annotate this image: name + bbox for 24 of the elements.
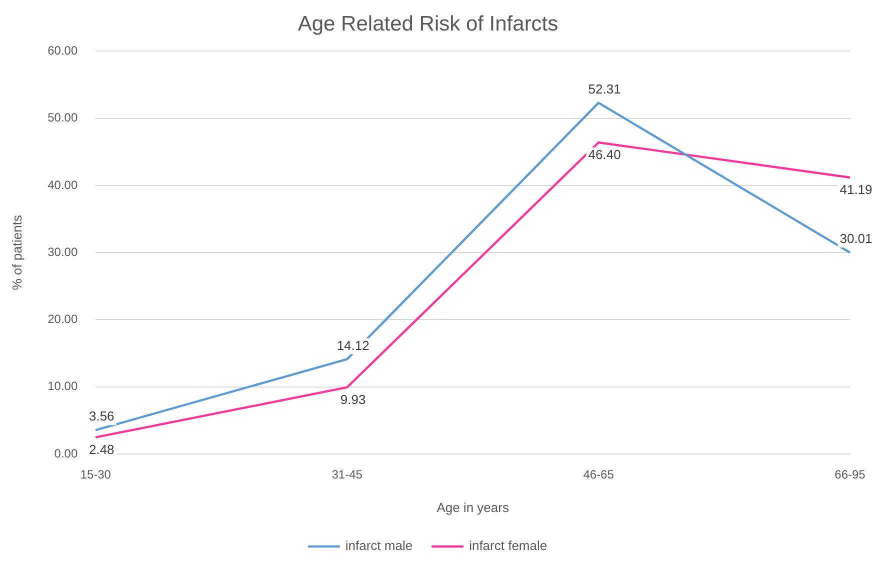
data-label: 3.56: [88, 408, 114, 424]
x-tick-label: 46-65: [583, 468, 614, 482]
y-tick-label: 40.00: [48, 178, 78, 192]
legend-label: infarct female: [469, 538, 548, 554]
data-label: 46.40: [588, 147, 621, 162]
x-axis-title: Age in years: [436, 500, 510, 515]
data-label: 2.48: [88, 442, 114, 457]
y-tick-label: 0.00: [54, 446, 78, 460]
data-label: 14.12: [336, 338, 370, 353]
y-tick-label: 30.00: [48, 244, 78, 259]
y-tick-label: 20.00: [48, 312, 78, 326]
y-tick-label: 10.00: [48, 379, 78, 394]
y-tick-label: 60.00: [48, 44, 78, 58]
data-label: 41.19: [840, 182, 872, 198]
data-label: 30.01: [840, 231, 872, 246]
chart-title: Age Related Risk of Infarcts: [298, 12, 558, 36]
legend-label: infarct male: [345, 538, 413, 554]
data-label: 52.31: [588, 81, 621, 96]
data-label: 9.93: [340, 392, 366, 407]
x-tick-label: 31-45: [332, 468, 363, 482]
y-tick-label: 50.00: [48, 110, 78, 125]
x-tick-label: 66-95: [834, 468, 866, 482]
x-tick-label: 15-30: [80, 468, 112, 482]
y-axis-title: % of patients: [9, 214, 24, 290]
